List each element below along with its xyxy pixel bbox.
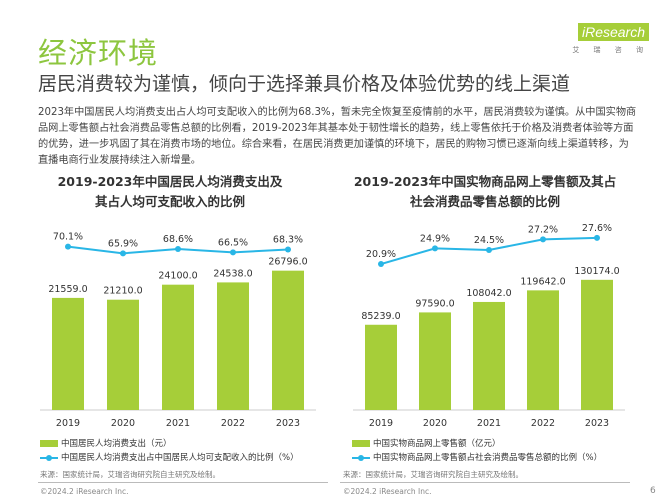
line-point	[486, 246, 492, 253]
bar-swatch-icon	[40, 440, 58, 447]
bar	[217, 282, 249, 410]
line-swatch-icon	[352, 454, 370, 461]
x-tick-label: 2020	[423, 418, 447, 429]
iresearch-logo: iResearch 艾 瑞 咨 询	[572, 22, 649, 55]
x-tick-label: 2022	[221, 418, 245, 429]
bar-label: 21210.0	[103, 286, 142, 297]
legend-label: 中国居民人均消费支出（元）	[61, 439, 172, 449]
bar	[473, 301, 505, 410]
legend-label: 中国居民人均消费支出占中国居民人均可支配收入的比例（%）	[61, 453, 299, 463]
legend-label: 中国实物商品网上零售额占社会消费品零售总额的比例（%）	[373, 453, 603, 463]
legend-item-line: 中国实物商品网上零售额占社会消费品零售总额的比例（%）	[352, 451, 652, 465]
bar	[272, 270, 304, 410]
line-point	[65, 243, 71, 250]
bar-label: 24538.0	[213, 268, 252, 279]
line-label: 68.6%	[163, 234, 193, 245]
divider	[340, 482, 630, 483]
x-tick-label: 2019	[56, 418, 80, 429]
x-tick-label: 2023	[585, 418, 609, 429]
footer-copyright: ©2024.2 iResearch Inc.	[343, 487, 432, 496]
chart1-legend: 中国居民人均消费支出（元） 中国居民人均消费支出占中国居民人均可支配收入的比例（…	[40, 437, 332, 465]
bar	[365, 324, 397, 410]
bar	[581, 279, 613, 410]
footer-copyright: ©2024.2 iResearch Inc.	[40, 487, 129, 496]
chart2-title-line1: 2019-2023年中国实物商品网上零售额及其占	[353, 174, 617, 189]
line-label: 24.9%	[420, 233, 450, 244]
line-point	[432, 245, 438, 252]
divider	[38, 482, 328, 483]
chart1-source: 来源：国家统计局，艾瑞咨询研究院自主研究及绘制。	[40, 470, 220, 479]
bar-label: 130174.0	[574, 266, 619, 277]
bar	[527, 290, 559, 410]
bar-label: 24100.0	[158, 271, 197, 282]
line-point	[230, 249, 236, 256]
bar	[162, 284, 194, 410]
bar-label: 26796.0	[268, 257, 307, 268]
x-tick-label: 2020	[111, 418, 135, 429]
page-subtitle: 居民消费较为谨慎，倾向于选择兼具价格及体验优势的线上渠道	[38, 73, 571, 95]
x-tick-label: 2022	[531, 418, 555, 429]
bar-swatch-icon	[352, 440, 370, 447]
chart1-title: 2019-2023年中国居民人均消费支出及 其占人均可支配收入的比例	[40, 172, 300, 212]
x-tick-label: 2019	[369, 418, 393, 429]
chart1-title-line2: 其占人均可支配收入的比例	[94, 194, 245, 209]
x-tick-label: 2021	[477, 418, 501, 429]
bar-label: 108042.0	[466, 288, 511, 299]
legend-item-line: 中国居民人均消费支出占中国居民人均可支配收入的比例（%）	[40, 451, 332, 465]
line-swatch-icon	[40, 454, 58, 461]
legend-label: 中国实物商品网上零售额（亿元）	[373, 439, 501, 449]
body-paragraph: 2023年中国居民人均消费支出占人均可支配收入的比例为68.3%，暂未完全恢复至…	[38, 107, 637, 166]
line-point	[120, 250, 126, 257]
line-label: 27.6%	[582, 223, 612, 234]
bar-label: 97590.0	[415, 298, 454, 309]
bar	[419, 312, 451, 410]
bar	[107, 299, 139, 410]
legend-item-bar: 中国实物商品网上零售额（亿元）	[352, 437, 652, 451]
chart1: 21559.0 2019 21210.0 2020 24100.0 2021 24538.0…	[40, 232, 316, 429]
line-label: 20.9%	[366, 249, 396, 260]
logo-subtext: 艾 瑞 咨 询	[572, 46, 649, 54]
x-tick-label: 2023	[276, 418, 300, 429]
page-number: 6	[650, 486, 656, 496]
line-label: 27.2%	[528, 224, 558, 235]
bar-label: 21559.0	[48, 284, 87, 295]
chart1-title-line1: 2019-2023年中国居民人均消费支出及	[57, 174, 283, 189]
page-title: 经济环境	[38, 36, 159, 70]
bar	[52, 297, 84, 410]
chart2-legend: 中国实物商品网上零售额（亿元） 中国实物商品网上零售额占社会消费品零售总额的比例…	[352, 437, 652, 465]
line-point	[594, 234, 600, 241]
chart2-source: 来源：国家统计局，艾瑞咨询研究院自主研究及绘制。	[343, 470, 523, 479]
line-point	[540, 236, 546, 243]
line-point	[378, 261, 384, 267]
line-label: 68.3%	[273, 235, 303, 246]
line-label: 66.5%	[218, 237, 248, 248]
chart2: 85239.0 2019 97590.0 2020 108042.0 2021 119642…	[353, 223, 625, 429]
legend-item-bar: 中国居民人均消费支出（元）	[40, 437, 332, 451]
x-tick-label: 2021	[166, 418, 190, 429]
bar-label: 119642.0	[520, 276, 565, 287]
chart2-title-line2: 社会消费品零售总额的比例	[409, 194, 560, 209]
logo-text: iResearch	[577, 23, 649, 41]
chart2-title: 2019-2023年中国实物商品网上零售额及其占 社会消费品零售总额的比例	[350, 172, 620, 212]
bar-label: 85239.0	[361, 311, 400, 322]
line-label: 24.5%	[474, 235, 504, 246]
line-point	[285, 246, 291, 253]
line-label: 70.1%	[53, 232, 83, 243]
line-label: 65.9%	[108, 238, 138, 249]
line-point	[175, 246, 181, 253]
